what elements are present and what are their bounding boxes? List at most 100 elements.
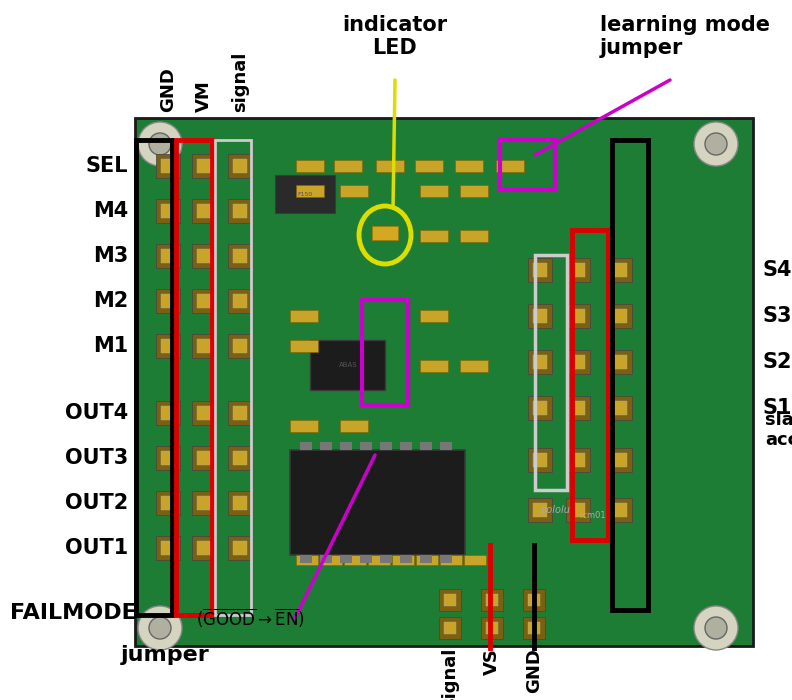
Bar (161, 204, 175, 218)
Bar (197, 496, 211, 510)
Text: OUT1: OUT1 (65, 538, 128, 558)
Bar (192, 154, 216, 178)
Text: M4: M4 (93, 201, 128, 221)
Text: OUT3: OUT3 (65, 448, 128, 468)
Bar (233, 541, 247, 555)
Text: pololu: pololu (540, 505, 570, 515)
Bar (156, 289, 180, 313)
Text: OUT4: OUT4 (65, 403, 128, 423)
Bar (228, 491, 252, 515)
Bar (300, 442, 312, 450)
Bar (228, 334, 252, 358)
Circle shape (138, 606, 182, 650)
Text: jumper: jumper (120, 645, 209, 665)
Text: FAILMODE: FAILMODE (10, 603, 137, 623)
Bar (228, 244, 252, 268)
Bar (233, 339, 247, 353)
Bar (296, 160, 324, 172)
Bar (320, 555, 332, 563)
Bar (566, 258, 590, 282)
Bar (340, 555, 352, 563)
Bar (460, 360, 488, 372)
Bar (420, 310, 448, 322)
Bar (360, 442, 372, 450)
Bar (571, 503, 585, 517)
Bar (228, 446, 252, 470)
Circle shape (705, 133, 727, 155)
Bar (192, 199, 216, 223)
Bar (340, 185, 368, 197)
Text: ABAS: ABAS (339, 362, 357, 368)
Text: VS: VS (483, 648, 501, 675)
Circle shape (705, 617, 727, 639)
Bar (455, 160, 483, 172)
Bar (197, 451, 211, 465)
Bar (192, 244, 216, 268)
Bar (523, 589, 545, 611)
Bar (290, 420, 318, 432)
Bar (156, 154, 180, 178)
Bar (571, 453, 585, 467)
Bar (420, 185, 448, 197)
Bar (528, 498, 552, 522)
Bar (161, 159, 175, 173)
Bar (296, 185, 324, 197)
Bar (197, 204, 211, 218)
Bar (533, 453, 547, 467)
Bar (233, 159, 247, 173)
Circle shape (694, 122, 738, 166)
Bar (523, 617, 545, 639)
Bar (362, 300, 408, 405)
Bar (566, 350, 590, 374)
Bar (535, 255, 567, 490)
Bar (608, 258, 632, 282)
Bar (444, 594, 456, 606)
Bar (528, 258, 552, 282)
Text: S2: S2 (762, 352, 791, 372)
Bar (296, 555, 318, 565)
Bar (571, 355, 585, 369)
Bar (156, 446, 180, 470)
Bar (290, 310, 318, 322)
Bar (613, 401, 627, 415)
Bar (290, 450, 465, 555)
Text: signal: signal (441, 648, 459, 700)
Bar (360, 555, 372, 563)
Bar (486, 594, 498, 606)
Bar (161, 294, 175, 308)
Bar (320, 555, 342, 565)
Bar (608, 350, 632, 374)
Bar (192, 334, 216, 358)
Bar (320, 442, 332, 450)
Text: $(\overline{\mathrm{GOOD}}\rightarrow\overline{\mathrm{EN}})$: $(\overline{\mathrm{GOOD}}\rightarrow\ov… (196, 607, 305, 630)
Text: S3: S3 (762, 306, 791, 326)
Bar (197, 339, 211, 353)
Bar (310, 340, 385, 390)
Bar (197, 159, 211, 173)
Bar (533, 401, 547, 415)
Bar (392, 555, 414, 565)
Bar (440, 442, 452, 450)
Bar (156, 334, 180, 358)
Text: GND: GND (159, 67, 177, 112)
Bar (613, 263, 627, 277)
Bar (161, 339, 175, 353)
Bar (439, 589, 461, 611)
Bar (161, 249, 175, 263)
Text: signal: signal (231, 52, 249, 112)
Bar (416, 555, 438, 565)
Bar (613, 503, 627, 517)
Bar (533, 503, 547, 517)
Bar (290, 340, 318, 352)
Bar (228, 154, 252, 178)
Bar (400, 442, 412, 450)
Bar (344, 555, 366, 565)
Bar (340, 420, 368, 432)
Circle shape (149, 133, 171, 155)
Bar (460, 185, 488, 197)
Text: M3: M3 (93, 246, 128, 266)
Bar (439, 617, 461, 639)
Bar (528, 304, 552, 328)
Text: rcm01b: rcm01b (579, 512, 611, 521)
Bar (440, 555, 452, 563)
